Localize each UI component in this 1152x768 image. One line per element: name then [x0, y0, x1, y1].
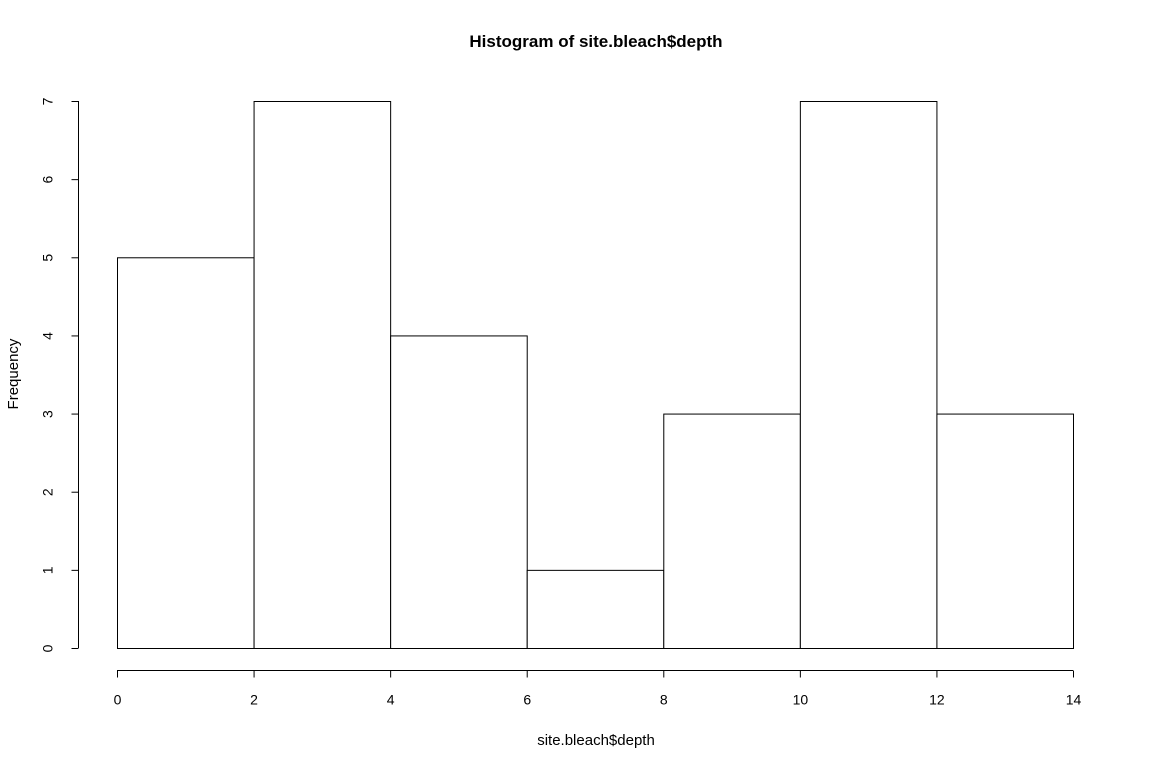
- histogram-bar-2: [390, 335, 528, 649]
- y-axis: 0 1 2 3 4 5 6 7: [40, 97, 79, 652]
- y-tick-label-3: 3: [40, 410, 56, 418]
- histogram-bar-0: [117, 257, 255, 649]
- chart-title: Histogram of site.bleach$depth: [469, 32, 722, 51]
- y-axis-label: Frequency: [5, 338, 22, 409]
- x-tick-label-2: 4: [387, 692, 395, 708]
- histogram-bar-3: [526, 569, 665, 649]
- y-tick-label-4: 4: [40, 332, 56, 340]
- histogram-bar-6: [936, 413, 1075, 650]
- x-axis: 0 2 4 6 8 10 12 14: [114, 670, 1082, 708]
- y-tick-label-6: 6: [40, 176, 56, 184]
- x-tick-label-7: 14: [1066, 692, 1082, 708]
- y-tick-label-1: 1: [40, 566, 56, 574]
- histogram-bar-5: [799, 101, 938, 649]
- x-tick-label-0: 0: [114, 692, 122, 708]
- x-tick-label-5: 10: [793, 692, 809, 708]
- bars-group: [117, 101, 1075, 650]
- histogram-bar-1: [253, 101, 392, 649]
- x-tick-label-3: 6: [523, 692, 531, 708]
- x-tick-label-1: 2: [250, 692, 258, 708]
- x-axis-label: site.bleach$depth: [537, 732, 655, 749]
- x-tick-label-6: 12: [929, 692, 945, 708]
- y-tick-label-2: 2: [40, 488, 56, 496]
- y-tick-label-7: 7: [40, 97, 56, 105]
- histogram-bar-4: [663, 413, 801, 650]
- y-tick-label-5: 5: [40, 254, 56, 262]
- x-tick-label-4: 8: [660, 692, 668, 708]
- y-tick-label-0: 0: [40, 644, 56, 652]
